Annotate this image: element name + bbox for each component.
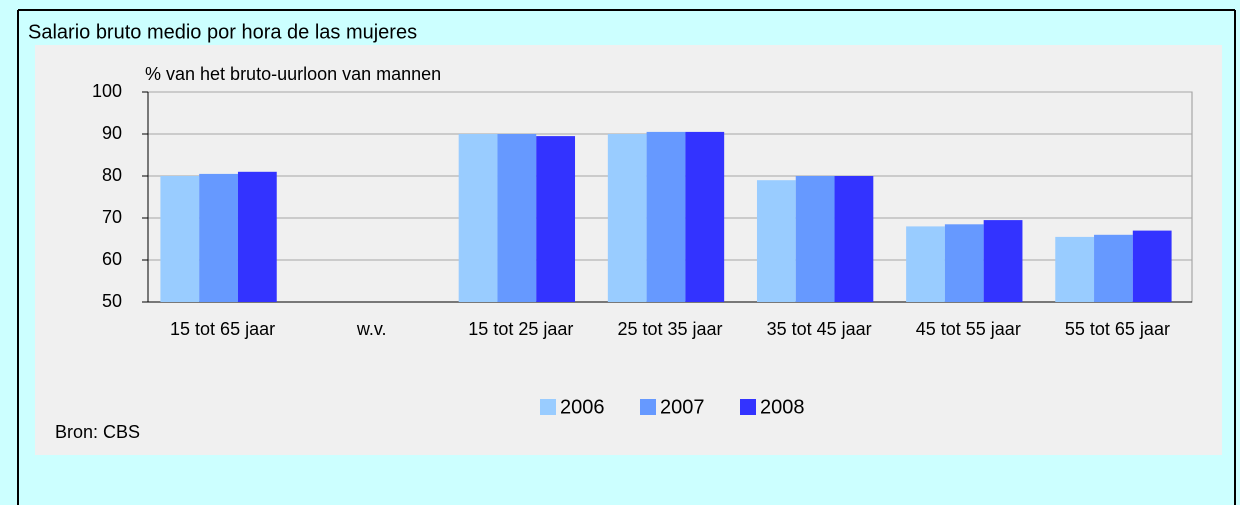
bar (795, 176, 835, 302)
x-tick-label: 55 tot 65 jaar (1064, 319, 1170, 339)
y-tick-label: 90 (102, 123, 122, 143)
bar (685, 131, 725, 302)
legend-label: 2008 (760, 396, 805, 418)
bar (944, 224, 984, 302)
bar (1094, 234, 1133, 302)
legend-swatch (740, 399, 756, 415)
bar (1055, 236, 1095, 302)
x-tick-label: 45 tot 55 jaar (915, 319, 1021, 339)
y-tick-label: 80 (102, 165, 122, 185)
chart-title: Salario bruto medio por hora de las muje… (28, 21, 417, 43)
legend-swatch (640, 399, 656, 415)
bar (237, 171, 277, 302)
legend-label: 2006 (560, 396, 605, 418)
y-tick-label: 50 (102, 291, 122, 311)
legend-label: 2007 (660, 396, 705, 418)
x-tick-label: w.v. (356, 319, 387, 339)
bar (756, 180, 796, 302)
bar (906, 226, 945, 302)
x-tick-label: 15 tot 65 jaar (170, 319, 276, 339)
y-axis-label: % van het bruto-uurloon van mannen (145, 64, 441, 84)
y-tick-label: 70 (102, 207, 122, 227)
bar (199, 173, 238, 302)
bar (536, 136, 576, 302)
y-tick-label: 100 (92, 81, 122, 101)
legend-swatch (540, 399, 556, 415)
bar (1132, 230, 1172, 302)
bar (458, 134, 498, 302)
source: Bron: CBS (55, 422, 140, 442)
x-tick-label: 25 tot 35 jaar (617, 319, 723, 339)
bar (983, 220, 1023, 302)
bar (160, 176, 200, 302)
bar (834, 176, 874, 302)
x-tick-label: 35 tot 45 jaar (766, 319, 872, 339)
x-tick-label: 15 tot 25 jaar (468, 319, 574, 339)
bar (607, 134, 647, 302)
bar (497, 134, 537, 302)
bar (646, 131, 686, 302)
y-tick-label: 60 (102, 249, 122, 269)
